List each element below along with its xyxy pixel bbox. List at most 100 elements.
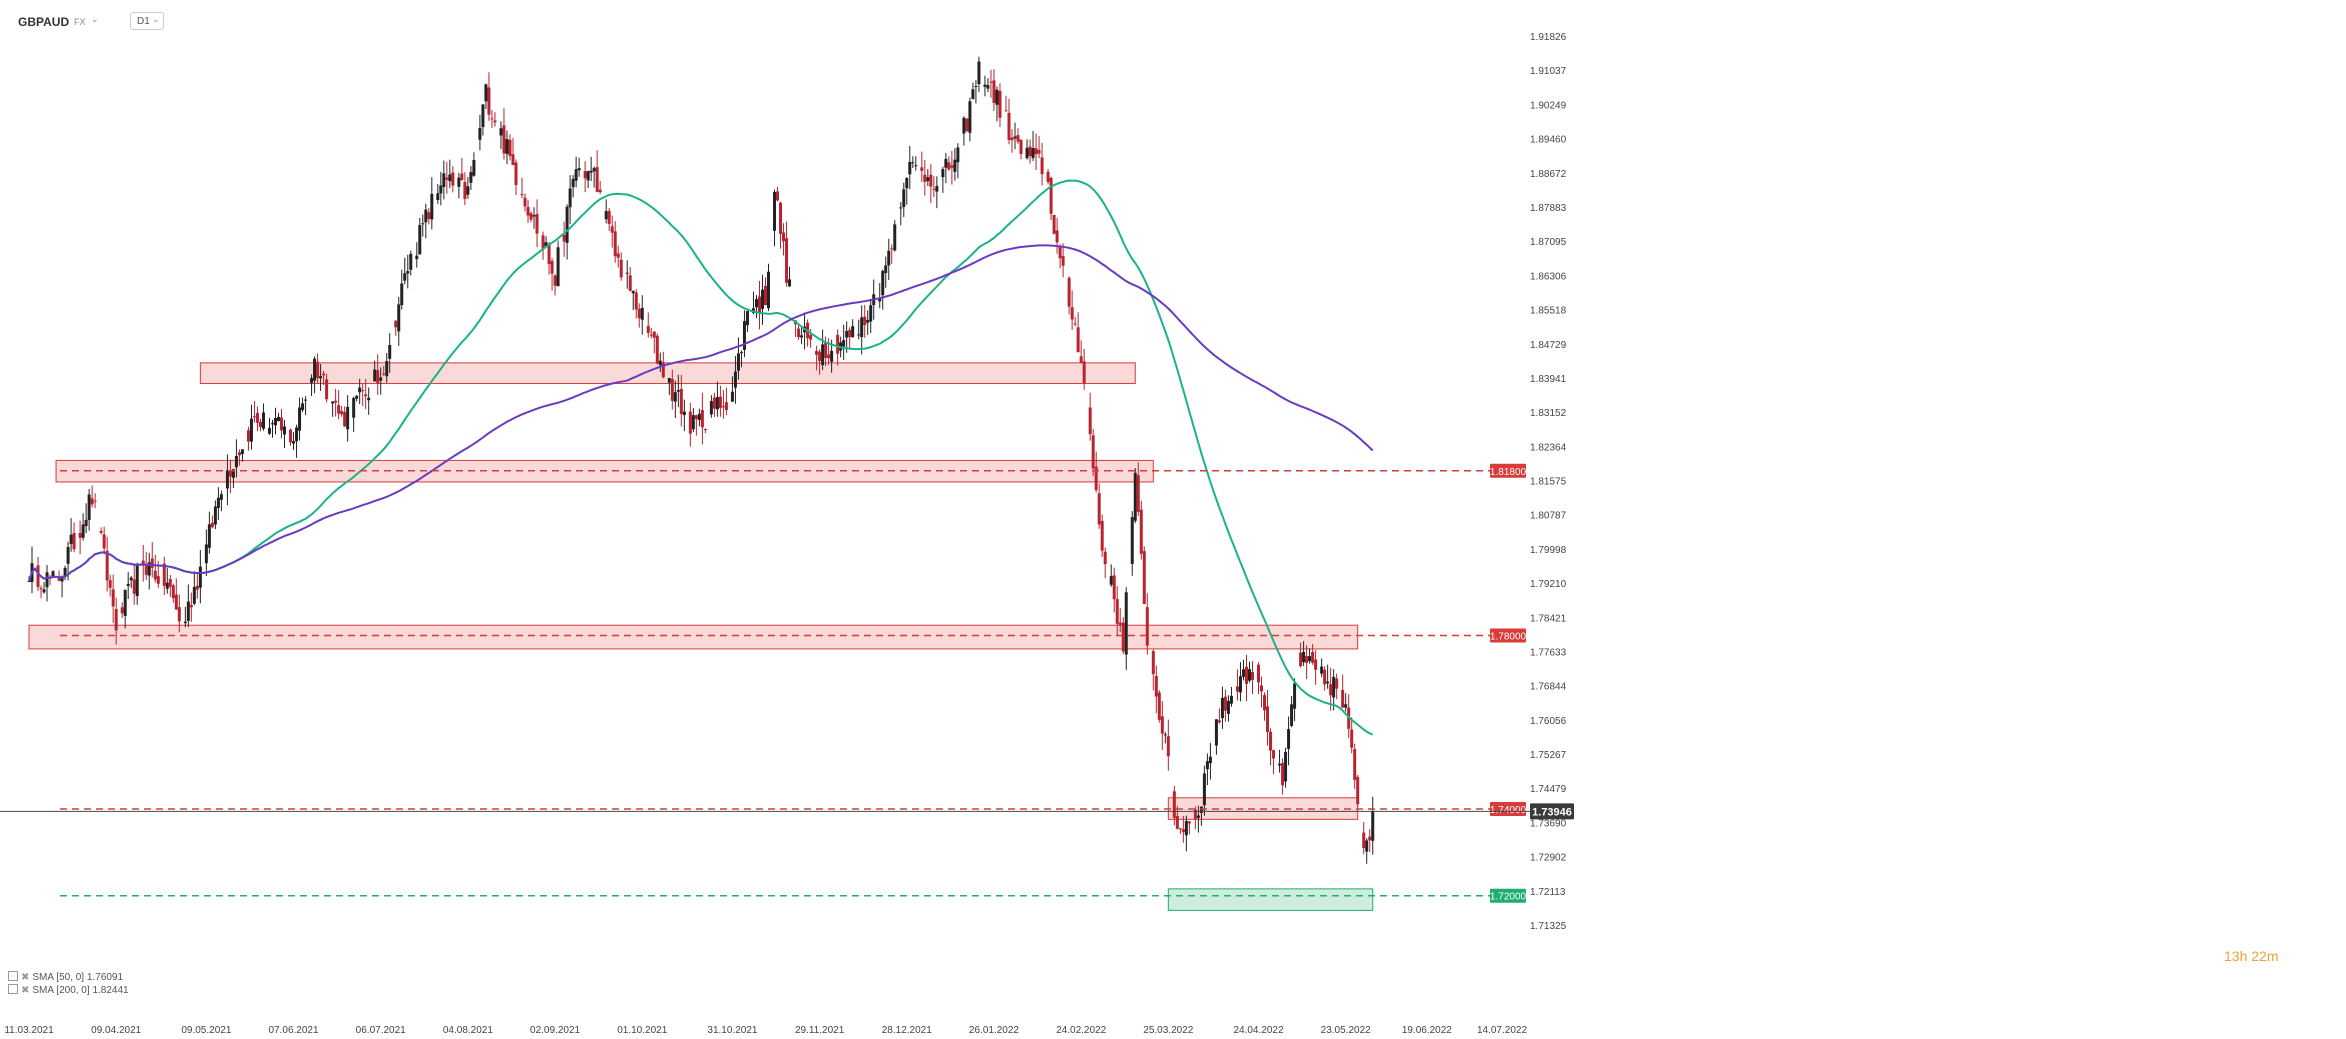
candle-body [316,361,320,379]
candle-body [535,213,539,234]
x-tick-label: 24.04.2022 [1233,1025,1283,1036]
support-resistance-zone [199,362,1136,385]
candle-body [911,162,915,164]
candle-body [544,242,548,247]
candle-body [932,188,936,190]
current-price-label: 1.73946 [1532,806,1572,818]
candle-body [325,379,329,400]
candle-body [231,469,235,478]
x-tick-label: 28.12.2021 [882,1025,932,1036]
candle-body [289,429,293,443]
candle-body [694,415,698,420]
candle-body [1175,816,1179,829]
candle-body [1163,734,1167,736]
timeframe-select[interactable]: D1 ⌄ [130,12,164,30]
legend-sma200[interactable]: ✖ SMA [200, 0] 1.82441 [8,984,129,997]
candle-body [1136,475,1140,512]
candle-body [899,207,903,209]
chart-header: GBPAUD FX ⌄ D1 ⌄ [0,0,2346,30]
candle-body [295,427,299,442]
candle-body [249,418,253,442]
candle-body [571,178,575,188]
candle-body [210,522,214,528]
y-tick-label: 1.79210 [1530,579,1567,590]
candle-body [361,390,365,392]
candle-body [448,174,452,182]
candle-body [439,185,443,194]
level-tag [1490,628,1526,643]
candle-body [998,90,1002,118]
candle-body [851,326,855,338]
candle-body [857,334,861,336]
candle-body [111,589,115,607]
candle-body [715,397,719,410]
candle-body [658,360,662,366]
y-tick-label: 1.77633 [1530,647,1567,658]
candle-body [301,403,305,411]
candle-body [144,564,148,575]
candle-body [51,571,55,578]
y-tick-label: 1.90249 [1530,100,1567,111]
candle-body [129,577,133,581]
candle-body [346,406,350,430]
candle-body [1371,811,1375,841]
candle-body [815,351,819,355]
chevron-down-icon[interactable]: ⌄ [91,14,99,24]
close-icon[interactable]: ✖ [21,972,30,983]
y-tick-label: 1.71325 [1530,921,1567,932]
candle-body [788,279,792,287]
candle-body [830,350,834,362]
candle-body [697,413,701,421]
candle-body [487,87,491,115]
candle-body [427,212,431,220]
symbol-label[interactable]: GBPAUD [18,15,70,29]
candle-body [1019,139,1023,155]
candle-body [1052,214,1056,234]
eye-icon[interactable] [8,984,18,994]
candle-body [782,232,786,242]
level-tag [1490,802,1526,817]
candle-body [304,399,308,401]
candle-body [652,331,656,338]
candle-body [628,275,632,291]
candle-body [764,285,767,306]
candle-body [84,519,88,527]
candle-body [971,89,975,100]
y-tick-label: 1.85518 [1530,306,1567,317]
candle-body [1344,704,1348,708]
close-icon[interactable]: ✖ [21,985,30,996]
y-tick-label: 1.76844 [1530,682,1567,693]
candle-body [168,579,172,587]
candle-body [219,494,223,500]
candle-body [1205,761,1209,770]
candle-body [712,397,716,409]
legend-sma50[interactable]: ✖ SMA [50, 0] 1.76091 [8,971,123,984]
candle-body [1154,676,1158,697]
candle-body [968,101,972,133]
candle-body [547,243,551,265]
candle-body [310,378,314,383]
candle-body [742,321,746,350]
eye-icon[interactable] [8,971,18,981]
candle-body [1184,821,1188,836]
candle-body [186,601,190,621]
candle-body [607,210,611,224]
x-tick-label: 09.04.2021 [91,1025,141,1036]
candle-body [821,344,825,366]
candle-body [1145,607,1149,646]
candle-body [532,215,536,217]
candle-body [373,369,377,382]
candle-body [69,534,73,544]
candle-body [267,427,271,434]
candle-body [469,172,473,183]
y-tick-label: 1.75267 [1530,750,1567,761]
candle-body [1263,695,1267,711]
candle-body [523,197,527,207]
candle-body [1118,622,1122,625]
candle-body [252,416,256,418]
y-tick-label: 1.81575 [1530,477,1567,488]
candle-body [878,298,882,302]
candle-body [974,86,978,88]
candle-body [63,567,67,577]
